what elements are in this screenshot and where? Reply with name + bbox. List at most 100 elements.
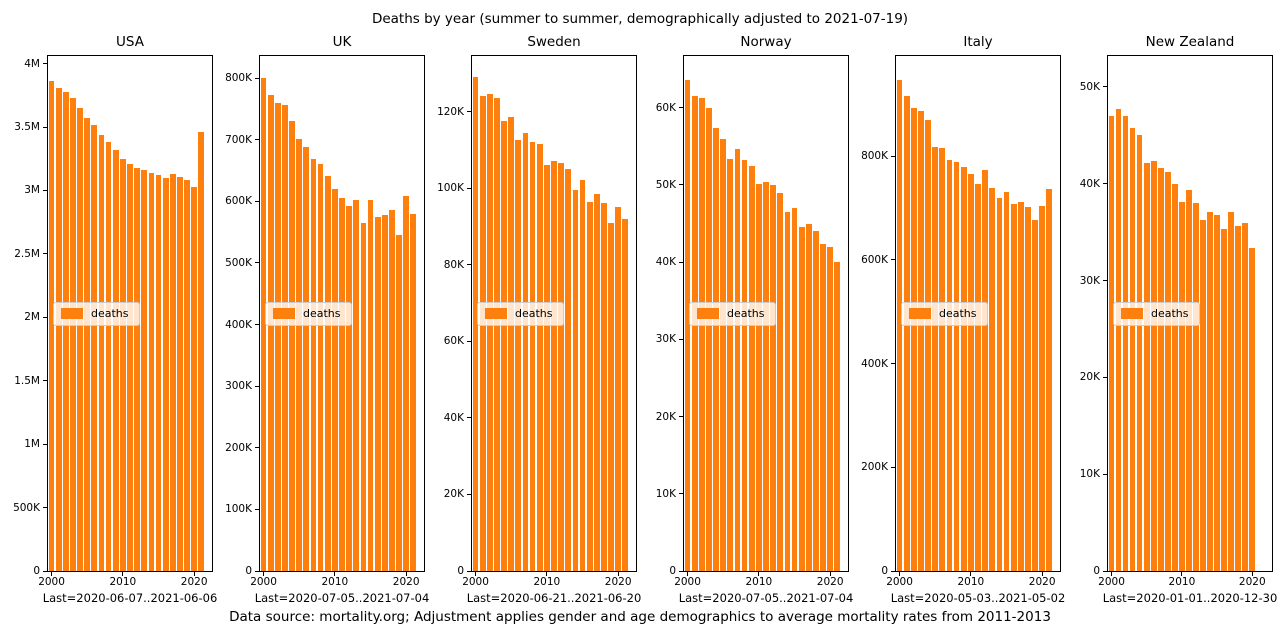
bar-uk-2002 bbox=[274, 102, 281, 571]
bar-italy-2000 bbox=[896, 79, 903, 571]
y-tick-label: 30K bbox=[1079, 274, 1100, 287]
y-tick-label: 100K bbox=[437, 182, 464, 195]
y-tick-label: 500K bbox=[225, 256, 252, 269]
y-tick bbox=[255, 508, 259, 510]
y-tick-label: 200K bbox=[225, 441, 252, 454]
bar-uk-2015 bbox=[367, 200, 374, 571]
y-tick-label: 1.5M bbox=[14, 374, 40, 387]
x-tick-label: 2020 bbox=[1028, 576, 1056, 588]
bar-uk-2008 bbox=[317, 163, 324, 571]
bar-usa-2003 bbox=[70, 97, 76, 571]
y-tick bbox=[891, 259, 895, 261]
y-tick-label: 500K bbox=[13, 501, 40, 514]
bar-new-zealand-2016 bbox=[1221, 229, 1227, 571]
plot-usa: USA 0 500K 1M 1.5M 2M 2.5M 3M 3.5M 4M 2000 2010 2020… bbox=[13, 34, 217, 605]
bar-uk-2018 bbox=[389, 210, 395, 571]
y-tick bbox=[467, 570, 471, 572]
bar-italy-2010 bbox=[968, 174, 974, 571]
bar-new-zealand-2005 bbox=[1143, 163, 1150, 571]
bar-norway-2004 bbox=[713, 127, 719, 571]
bar-italy-2020 bbox=[1039, 205, 1046, 571]
y-tick bbox=[467, 493, 471, 495]
subplot-title-sweden: Sweden bbox=[527, 34, 581, 50]
bar-norway-2010 bbox=[756, 184, 762, 571]
bar-norway-2006 bbox=[727, 159, 734, 571]
y-tick-label: 600K bbox=[861, 253, 888, 266]
axis-xlabel-norway: Last=2020-07-05..2021-07-04 bbox=[678, 591, 854, 605]
y-tick-label: 50K bbox=[655, 178, 676, 191]
y-tick-label: 4M bbox=[24, 57, 40, 70]
bar-norway-2008 bbox=[741, 160, 748, 571]
bar-new-zealand-2014 bbox=[1207, 211, 1213, 571]
bar-norway-2020 bbox=[827, 246, 834, 571]
y-tick-label: 100K bbox=[225, 503, 252, 516]
y-tick bbox=[891, 363, 895, 365]
bar-italy-2009 bbox=[960, 167, 967, 571]
y-tick bbox=[1103, 376, 1107, 378]
bar-new-zealand-2006 bbox=[1150, 160, 1157, 571]
y-tick-label: 60K bbox=[443, 335, 464, 348]
bar-usa-2000 bbox=[48, 81, 55, 571]
bar-italy-2005 bbox=[932, 146, 939, 571]
legend-swatch bbox=[485, 308, 507, 319]
bar-sweden-2017 bbox=[593, 193, 600, 571]
y-tick bbox=[467, 111, 471, 113]
y-tick bbox=[255, 385, 259, 387]
y-tick bbox=[255, 200, 259, 202]
y-tick-label: 30K bbox=[655, 333, 676, 346]
y-tick-label: 3.5M bbox=[14, 121, 40, 134]
y-tick bbox=[679, 184, 683, 186]
bar-norway-2014 bbox=[784, 211, 791, 571]
x-tick bbox=[899, 572, 901, 576]
bar-norway-2016 bbox=[798, 227, 805, 571]
y-tick bbox=[467, 264, 471, 266]
bar-sweden-2014 bbox=[572, 190, 579, 571]
bar-norway-2005 bbox=[720, 139, 727, 571]
y-tick-label: 800K bbox=[861, 150, 888, 163]
bar-norway-2009 bbox=[748, 165, 755, 571]
x-tick-label: 2010 bbox=[533, 576, 561, 588]
bar-sweden-2009 bbox=[536, 144, 543, 571]
legend-box: deaths bbox=[901, 301, 988, 326]
y-tick-label: 700K bbox=[225, 133, 252, 146]
plot-italy: Italy 0 200K 400K 600K 800K 2000 2010 2020 Last=2… bbox=[861, 34, 1065, 605]
bar-usa-2002 bbox=[62, 91, 69, 571]
bar-uk-2017 bbox=[381, 214, 388, 571]
x-tick bbox=[122, 572, 124, 576]
y-tick-label: 200K bbox=[861, 461, 888, 474]
y-tick bbox=[43, 507, 47, 509]
bar-italy-2008 bbox=[953, 162, 960, 571]
axis-xlabel-sweden: Last=2020-06-21..2021-06-20 bbox=[466, 591, 642, 605]
bar-sweden-2019 bbox=[608, 222, 614, 571]
y-tick-label: 3M bbox=[24, 184, 40, 197]
y-tick bbox=[679, 493, 683, 495]
y-tick bbox=[43, 126, 47, 128]
subplot-title-norway: Norway bbox=[740, 34, 792, 50]
y-tick-label: 2.5M bbox=[14, 247, 40, 260]
y-tick bbox=[1103, 86, 1107, 88]
bar-italy-2016 bbox=[1010, 203, 1017, 571]
bar-new-zealand-2019 bbox=[1242, 223, 1249, 571]
y-tick bbox=[255, 447, 259, 449]
bar-sweden-2015 bbox=[579, 180, 586, 571]
x-tick bbox=[51, 572, 53, 576]
legend-swatch bbox=[61, 308, 83, 319]
y-tick bbox=[43, 380, 47, 382]
bar-sweden-2010 bbox=[544, 165, 550, 571]
x-tick bbox=[687, 572, 689, 576]
bar-italy-2003 bbox=[918, 110, 924, 571]
y-tick-label: 0 bbox=[33, 565, 40, 577]
bar-norway-2012 bbox=[770, 184, 776, 571]
bar-usa-2021 bbox=[198, 132, 205, 571]
bar-uk-2004 bbox=[289, 120, 295, 571]
bar-italy-2015 bbox=[1003, 192, 1010, 571]
bar-italy-2018 bbox=[1025, 207, 1031, 571]
y-tick-label: 40K bbox=[443, 411, 464, 424]
axis-xlabel-italy: Last=2020-05-03..2021-05-02 bbox=[890, 591, 1066, 605]
bar-uk-2006 bbox=[303, 147, 310, 571]
legend-box: deaths bbox=[689, 301, 776, 326]
bar-norway-2015 bbox=[791, 208, 798, 571]
bar-norway-2021 bbox=[834, 262, 841, 571]
x-tick bbox=[1181, 572, 1183, 576]
y-tick-label: 2M bbox=[24, 311, 40, 324]
